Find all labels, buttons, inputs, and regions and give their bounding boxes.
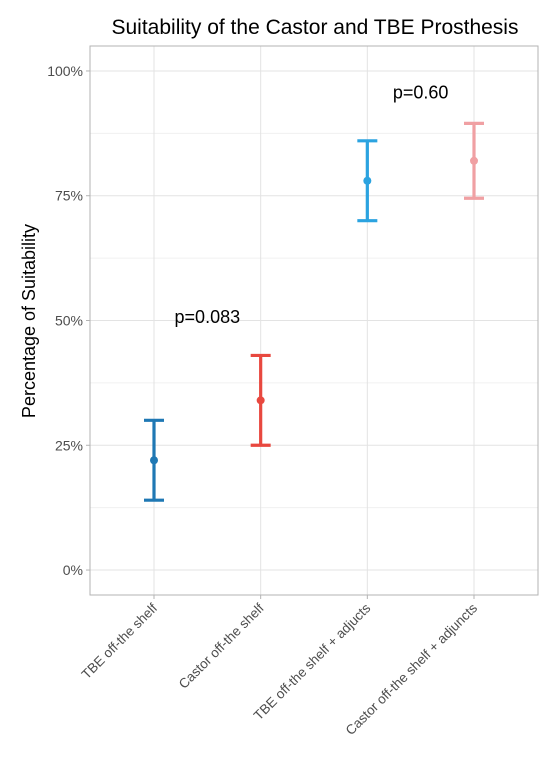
p-value-annotation: p=0.60 xyxy=(393,82,449,102)
y-axis-label: Percentage of Suitability xyxy=(19,224,39,418)
x-axis: TBE off-the shelf Castor off-the shelfTBE… xyxy=(79,595,481,738)
x-tick-label: TBE off-the shelf xyxy=(79,600,161,682)
chart-title: Suitability of the Castor and TBE Prosth… xyxy=(112,16,519,39)
point-estimate xyxy=(363,177,371,185)
p-value-annotation: p=0.083 xyxy=(175,307,241,327)
y-tick-label: 50% xyxy=(55,313,83,329)
point-estimate xyxy=(257,396,265,404)
y-tick-label: 75% xyxy=(55,188,83,204)
x-tick-label: Castor off-the shelf xyxy=(176,600,267,691)
point-estimate xyxy=(150,456,158,464)
grid xyxy=(90,46,538,595)
y-tick-label: 25% xyxy=(55,437,83,453)
point-estimate xyxy=(470,157,478,165)
annotations: p=0.083 p=0.60 xyxy=(175,82,449,327)
x-tick-label: TBE off-the shelf + adjucts xyxy=(251,600,374,723)
y-tick-label: 0% xyxy=(63,562,83,578)
y-tick-label: 100% xyxy=(47,63,83,79)
y-axis: 0% 25% 50% 75% 100% xyxy=(47,63,90,578)
